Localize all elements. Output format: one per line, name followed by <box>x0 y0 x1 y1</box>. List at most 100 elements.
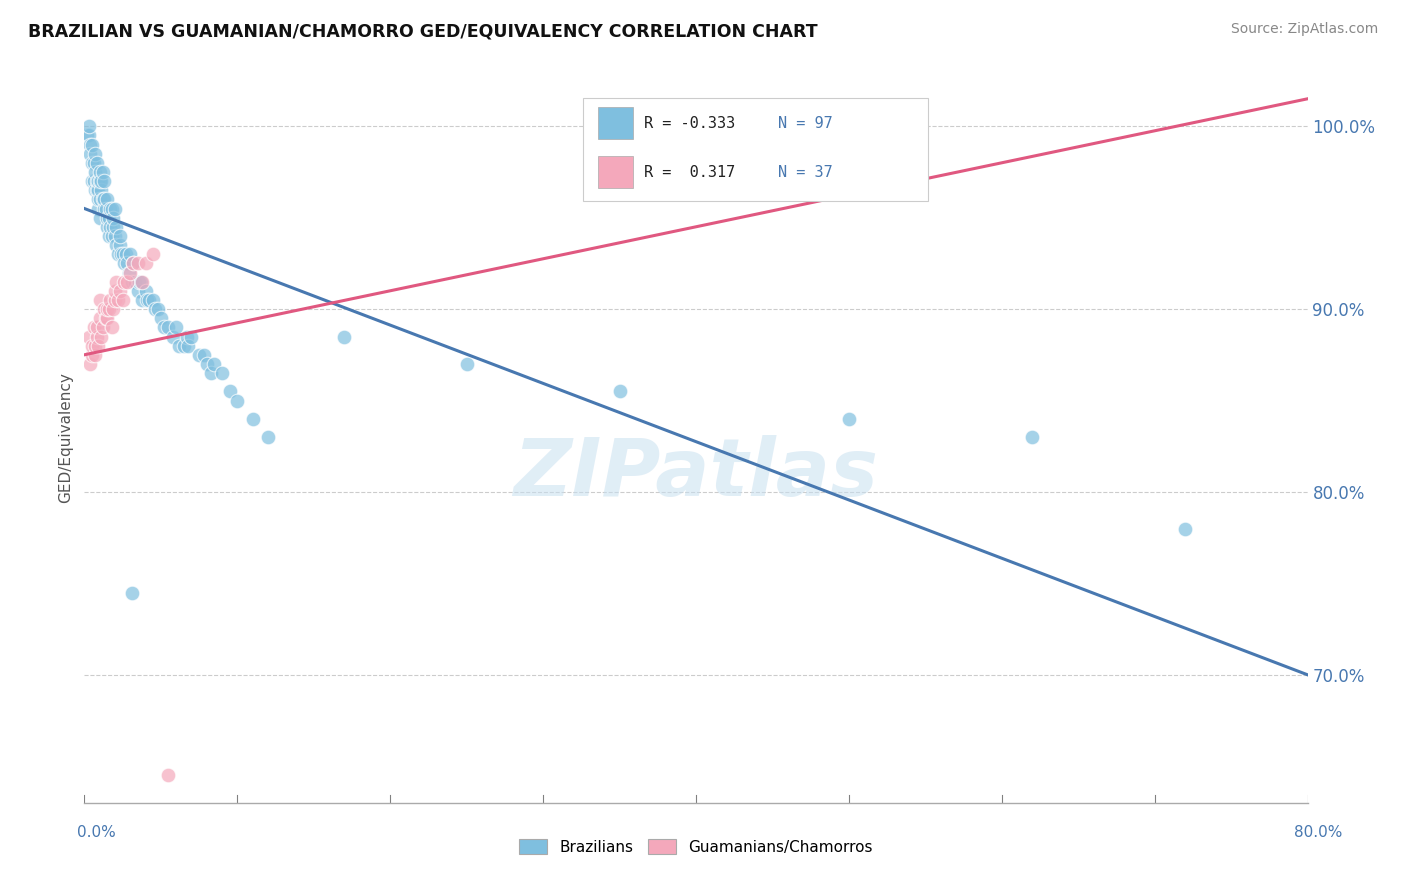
Point <box>142 247 165 261</box>
Point <box>200 366 222 380</box>
Point <box>77 329 100 343</box>
Point <box>114 247 136 261</box>
Point <box>79 146 101 161</box>
Point <box>94 202 117 216</box>
Point <box>128 275 150 289</box>
Point <box>89 174 111 188</box>
Point <box>153 320 176 334</box>
Point <box>176 329 198 343</box>
Point <box>177 339 200 353</box>
Point <box>1174 522 1197 536</box>
Point <box>77 128 100 143</box>
Point <box>87 339 110 353</box>
Point <box>165 320 187 334</box>
Point <box>84 339 107 353</box>
Point <box>80 155 103 169</box>
Point <box>86 183 108 197</box>
Point <box>93 174 115 188</box>
Point <box>107 247 129 261</box>
Point <box>122 256 145 270</box>
Point <box>105 275 128 289</box>
Point <box>226 393 249 408</box>
Point <box>97 301 120 317</box>
Point <box>87 183 110 197</box>
Point <box>104 202 127 216</box>
Point <box>103 301 125 317</box>
Point <box>257 430 280 444</box>
Text: BRAZILIAN VS GUAMANIAN/CHAMORRO GED/EQUIVALENCY CORRELATION CHART: BRAZILIAN VS GUAMANIAN/CHAMORRO GED/EQUI… <box>28 22 818 40</box>
Point <box>89 293 111 307</box>
Point <box>120 247 142 261</box>
Point <box>101 320 124 334</box>
Text: N = 97: N = 97 <box>778 116 832 130</box>
Point <box>131 293 153 307</box>
Point <box>121 275 143 289</box>
Point <box>83 320 105 334</box>
Point <box>115 275 138 289</box>
Point <box>89 311 111 326</box>
Point <box>157 320 180 334</box>
Point <box>157 768 180 782</box>
Point <box>76 128 98 143</box>
Point <box>84 183 107 197</box>
Point <box>142 293 165 307</box>
Point <box>84 165 107 179</box>
Point <box>167 339 190 353</box>
Point <box>91 165 114 179</box>
Point <box>143 301 166 317</box>
Point <box>162 329 184 343</box>
Point <box>122 256 145 270</box>
Point <box>242 412 264 426</box>
Point <box>136 293 159 307</box>
Point <box>86 320 108 334</box>
Point <box>101 229 124 244</box>
Point <box>86 174 108 188</box>
Point <box>110 247 132 261</box>
Point <box>112 256 135 270</box>
Point <box>104 293 127 307</box>
Point <box>111 293 134 307</box>
Point <box>173 339 195 353</box>
Point <box>86 329 108 343</box>
Point <box>124 275 146 289</box>
Point <box>333 329 356 343</box>
Point <box>193 348 215 362</box>
Point <box>188 348 211 362</box>
Point <box>87 174 110 188</box>
Point <box>97 229 120 244</box>
Point <box>103 211 125 225</box>
Point <box>108 238 131 252</box>
Point <box>79 137 101 152</box>
Point <box>127 284 149 298</box>
Point <box>91 193 114 207</box>
Point <box>149 311 172 326</box>
Point <box>91 320 114 334</box>
Point <box>115 256 138 270</box>
Point <box>87 202 110 216</box>
Point <box>112 275 135 289</box>
Point <box>121 585 143 599</box>
Point <box>456 357 478 371</box>
Point <box>80 174 103 188</box>
Point <box>180 329 202 343</box>
Point <box>120 266 142 280</box>
Point <box>96 301 118 317</box>
Point <box>93 202 115 216</box>
Point <box>107 293 129 307</box>
Point <box>96 311 118 326</box>
Point <box>195 357 218 371</box>
Point <box>98 219 121 234</box>
Point <box>87 193 110 207</box>
Point <box>80 348 103 362</box>
Point <box>118 266 141 280</box>
Point <box>84 348 107 362</box>
Point <box>609 384 631 399</box>
Point <box>90 174 112 188</box>
Text: 0.0%: 0.0% <box>77 825 117 840</box>
Point <box>111 247 134 261</box>
Point <box>96 211 118 225</box>
Text: N = 37: N = 37 <box>778 165 832 180</box>
Legend: Brazilians, Guamanians/Chamorros: Brazilians, Guamanians/Chamorros <box>513 833 879 861</box>
Point <box>108 284 131 298</box>
Point <box>90 329 112 343</box>
